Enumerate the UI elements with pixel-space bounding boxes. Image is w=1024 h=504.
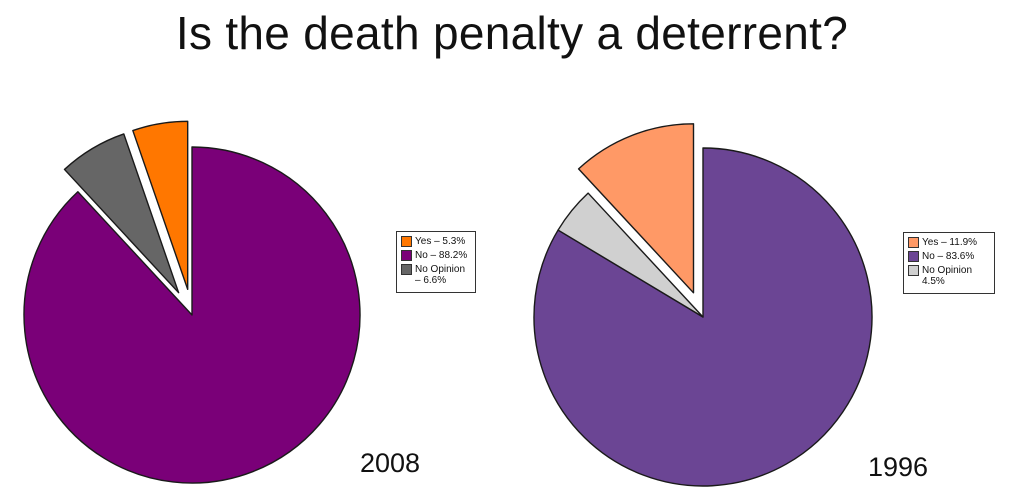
- pie-slice-yes-2008: [132, 120, 189, 291]
- year-label-2008: 2008: [360, 448, 421, 478]
- legend-swatch-yes: [908, 237, 919, 248]
- pie-slice-yes-1996: [577, 123, 695, 294]
- legend-label-no: No – 88.2%: [415, 250, 468, 261]
- pie-chart-2008: [23, 120, 361, 484]
- legend-item-no-opinion: No Opinion – 6.6%: [401, 264, 471, 286]
- pie-chart-1996: [533, 123, 873, 487]
- legend-swatch-no: [401, 250, 412, 261]
- legend-2008: Yes – 5.3% No – 88.2% No Opinion – 6.6%: [396, 231, 476, 293]
- pie-slice-no-opinion-1996: [557, 192, 704, 318]
- legend-label-yes: Yes – 5.3%: [415, 236, 466, 247]
- legend-1996: Yes – 11.9% No – 83.6% No Opinion 4.5%: [903, 232, 995, 294]
- year-label-1996: 1996: [868, 452, 929, 482]
- legend-item-no: No – 83.6%: [908, 251, 990, 262]
- legend-item-no: No – 88.2%: [401, 250, 471, 261]
- pie-slice-no-2008: [23, 146, 361, 484]
- legend-item-yes: Yes – 5.3%: [401, 236, 471, 247]
- pie-slice-no-opinion-2008: [63, 133, 180, 294]
- legend-item-yes: Yes – 11.9%: [908, 237, 990, 248]
- legend-swatch-no: [908, 251, 919, 262]
- legend-item-no-opinion: No Opinion 4.5%: [908, 265, 990, 287]
- legend-label-no: No – 83.6%: [922, 251, 975, 262]
- legend-label-yes: Yes – 11.9%: [922, 237, 978, 248]
- legend-swatch-no-opinion: [908, 265, 919, 276]
- legend-label-no-opinion: No Opinion – 6.6%: [415, 264, 466, 286]
- legend-swatch-yes: [401, 236, 412, 247]
- page-title: Is the death penalty a deterrent?: [175, 7, 849, 59]
- legend-label-no-opinion: No Opinion 4.5%: [922, 265, 973, 287]
- legend-swatch-no-opinion: [401, 264, 412, 275]
